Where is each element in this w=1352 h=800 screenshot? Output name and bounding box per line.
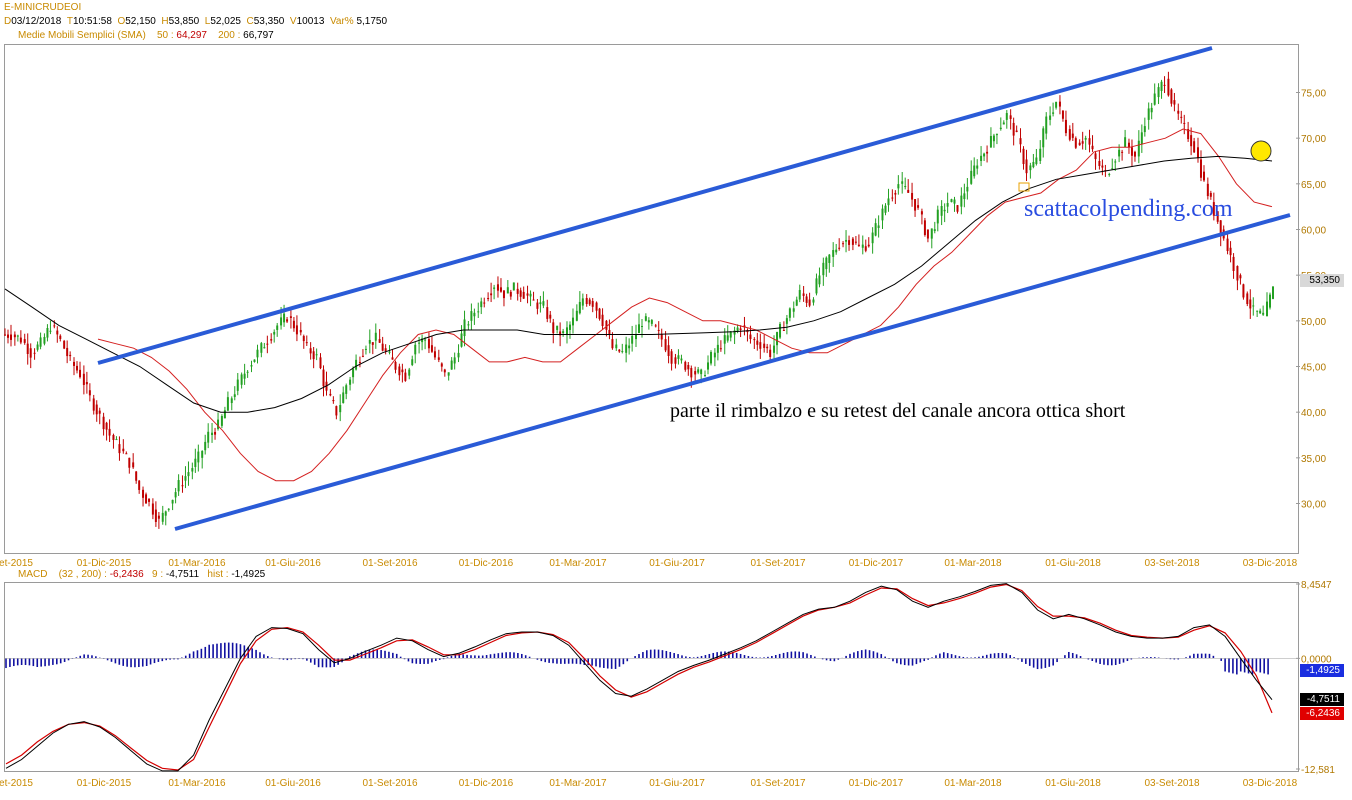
macd-value: -6,2436 [109, 569, 144, 580]
price-x-tick-label: 01-Mar-2016 [168, 558, 226, 569]
macd-x-tick-label: 01-Mar-2017 [549, 778, 607, 789]
macd-x-tick-label: 01-Dic-2015 [77, 778, 132, 789]
price-y-tick-label: 30,00 [1301, 500, 1326, 511]
price-x-tick-label: 01-Set-2016 [362, 558, 417, 569]
macd-x-tick-label: et-2015 [0, 778, 33, 789]
signal-key: 9 : [151, 569, 164, 580]
volume-value: 10013 [296, 16, 325, 27]
close-value: 53,350 [253, 16, 285, 27]
open-value: 52,150 [125, 16, 156, 27]
open-key: O [117, 16, 126, 27]
price-x-tick-label: 03-Dic-2018 [1243, 558, 1298, 569]
macd-x-tick-label: 01-Dic-2017 [849, 778, 904, 789]
price-x-tick-label: 01-Mar-2017 [549, 558, 607, 569]
price-x-tick-label: et-2015 [0, 558, 33, 569]
macd-x-tick-label: 01-Giu-2017 [649, 778, 705, 789]
time-value: 10:51:58 [72, 16, 112, 27]
macd-signal-tag: -4,7511 [1300, 693, 1344, 706]
macd-y-tick-label: 8,4547 [1301, 580, 1332, 591]
sma-legend: Medie Mobili Semplici (SMA) 50 : 64,297 … [18, 30, 274, 42]
macd-x-tick-label: 01-Mar-2018 [944, 778, 1002, 789]
macd-params: (32 , 200) : [58, 569, 107, 580]
sma50-key: 50 : [156, 30, 174, 41]
macd-legend: MACD (32 , 200) : -6,2436 9 : -4,7511 hi… [18, 569, 265, 581]
price-y-tick-label: 60,00 [1301, 225, 1326, 236]
low-key: L [204, 16, 211, 27]
hist-key: hist : [207, 569, 229, 580]
high-key: H [161, 16, 169, 27]
price-y-tick-label: 45,00 [1301, 363, 1326, 374]
time-key: T [66, 16, 73, 27]
price-x-tick-label: 01-Dic-2016 [459, 558, 514, 569]
macd-x-tick-label: 01-Giu-2016 [265, 778, 321, 789]
price-x-tick-label: 01-Set-2017 [750, 558, 805, 569]
macd-x-tick-label: 01-Set-2017 [750, 778, 805, 789]
price-y-tick-label: 50,00 [1301, 317, 1326, 328]
macd-x-tick-label: 01-Mar-2016 [168, 778, 226, 789]
macd-line-tag: -6,2436 [1300, 707, 1344, 720]
price-x-tick-label: 01-Giu-2017 [649, 558, 705, 569]
price-y-tick-label: 40,00 [1301, 408, 1326, 419]
date-value: 03/12/2018 [11, 16, 62, 27]
sma-legend-label: Medie Mobili Semplici (SMA) [18, 30, 146, 41]
macd-x-tick-label: 01-Set-2016 [362, 778, 417, 789]
ohlc-readout: D03/12/2018 T10:51:58 O52,150 H53,850 L5… [4, 16, 387, 28]
sma200-key: 200 : [218, 30, 241, 41]
price-x-tick-label: 03-Set-2018 [1144, 558, 1199, 569]
price-x-tick-label: 01-Giu-2018 [1045, 558, 1101, 569]
price-y-tick-label: 35,00 [1301, 454, 1326, 465]
macd-x-tick-label: 01-Dic-2016 [459, 778, 514, 789]
macd-panel[interactable] [4, 582, 1299, 772]
low-value: 52,025 [210, 16, 241, 27]
price-x-tick-label: 01-Mar-2018 [944, 558, 1002, 569]
macd-y-tick-label: -12,581 [1301, 765, 1335, 776]
price-panel[interactable] [4, 44, 1299, 554]
var-key: Var% [329, 16, 354, 27]
last-price-tag: 53,350 [1300, 274, 1344, 287]
var-value: 5,1750 [356, 16, 388, 27]
symbol-title: E-MINICRUDEOI [4, 2, 81, 14]
volume-key: V [289, 16, 297, 27]
macd-hist-tag: -1,4925 [1300, 664, 1344, 677]
sma200-value: 66,797 [243, 30, 274, 41]
close-key: C [246, 16, 254, 27]
macd-x-tick-label: 01-Giu-2018 [1045, 778, 1101, 789]
price-x-tick-label: 01-Dic-2017 [849, 558, 904, 569]
macd-legend-label: MACD [18, 569, 48, 580]
symbol-label: E-MINICRUDEOI [4, 2, 82, 13]
date-key: D [4, 16, 12, 27]
price-y-tick-label: 65,00 [1301, 180, 1326, 191]
sma50-value: 64,297 [176, 30, 207, 41]
high-value: 53,850 [168, 16, 200, 27]
price-x-tick-label: 01-Dic-2015 [77, 558, 132, 569]
price-x-tick-label: 01-Giu-2016 [265, 558, 321, 569]
price-y-tick-label: 70,00 [1301, 134, 1326, 145]
signal-value: -4,7511 [165, 569, 200, 580]
price-y-tick-label: 75,00 [1301, 88, 1326, 99]
macd-x-tick-label: 03-Set-2018 [1144, 778, 1199, 789]
macd-x-tick-label: 03-Dic-2018 [1243, 778, 1298, 789]
hist-value: -1,4925 [231, 569, 266, 580]
